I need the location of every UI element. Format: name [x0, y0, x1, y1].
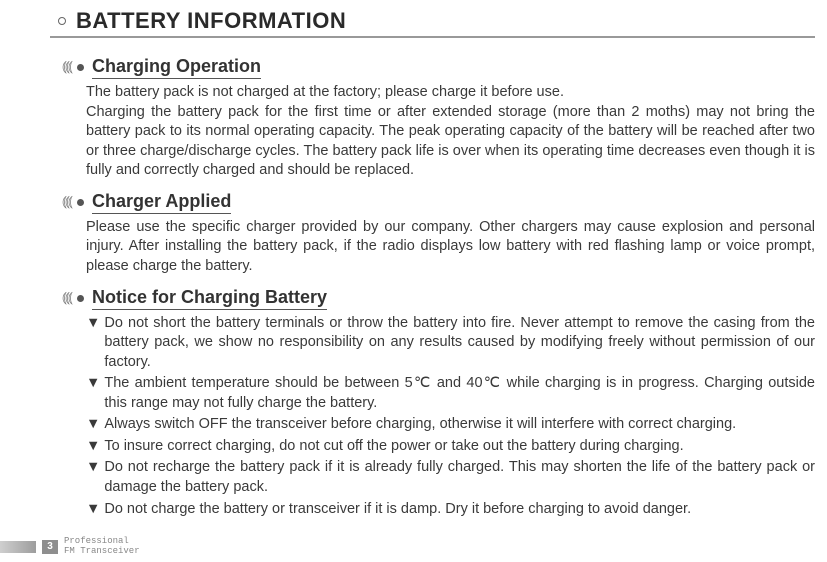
- list-item-text: Always switch OFF the transceiver before…: [104, 415, 815, 435]
- section-title: Charging Operation: [92, 56, 261, 79]
- triangle-down-icon: ▼: [86, 314, 100, 373]
- list-item-text: Do not charge the battery or transceiver…: [104, 500, 815, 520]
- section-paragraph-charging-operation: The battery pack is not charged at the f…: [86, 83, 815, 181]
- footer-tag: Professional FM Transceiver: [64, 537, 140, 556]
- notice-list: ▼ Do not short the battery terminals or …: [86, 314, 815, 520]
- section-title: Charger Applied: [92, 191, 231, 214]
- triangle-down-icon: ▼: [86, 458, 100, 497]
- list-item-text: Do not recharge the battery pack if it i…: [104, 458, 815, 497]
- section-heading-charging-operation: ⦅⦅⦅ Charging Operation: [62, 56, 815, 79]
- triangle-down-icon: ▼: [86, 415, 100, 435]
- content-area: ⦅⦅⦅ Charging Operation The battery pack …: [0, 38, 827, 519]
- page-footer: 3 Professional FM Transceiver: [0, 537, 140, 556]
- triangle-down-icon: ▼: [86, 374, 100, 413]
- page-number: 3: [42, 540, 58, 554]
- list-item: ▼ The ambient temperature should be betw…: [86, 374, 815, 413]
- list-item-text: Do not short the battery terminals or th…: [104, 314, 815, 373]
- list-item: ▼ Do not recharge the battery pack if it…: [86, 458, 815, 497]
- triangle-down-icon: ▼: [86, 500, 100, 520]
- page-title: BATTERY INFORMATION: [76, 8, 346, 34]
- section-heading-notice: ⦅⦅⦅ Notice for Charging Battery: [62, 287, 815, 310]
- list-item-text: To insure correct charging, do not cut o…: [104, 437, 815, 457]
- list-item: ▼ Always switch OFF the transceiver befo…: [86, 415, 815, 435]
- bullet-circle-icon: [58, 17, 66, 25]
- list-item: ▼ To insure correct charging, do not cut…: [86, 437, 815, 457]
- footer-gradient-bar: [0, 541, 36, 553]
- dot-icon: [77, 64, 84, 71]
- triangle-down-icon: ▼: [86, 437, 100, 457]
- wave-icon: ⦅⦅⦅: [62, 58, 71, 75]
- section-heading-charger-applied: ⦅⦅⦅ Charger Applied: [62, 191, 815, 214]
- footer-line2: FM Transceiver: [64, 547, 140, 556]
- list-item-text: The ambient temperature should be betwee…: [104, 374, 815, 413]
- main-header: BATTERY INFORMATION: [50, 6, 815, 38]
- wave-icon: ⦅⦅⦅: [62, 289, 71, 306]
- wave-icon: ⦅⦅⦅: [62, 193, 71, 210]
- list-item: ▼ Do not charge the battery or transceiv…: [86, 500, 815, 520]
- dot-icon: [77, 199, 84, 206]
- section-paragraph-charger-applied: Please use the specific charger provided…: [86, 218, 815, 277]
- dot-icon: [77, 295, 84, 302]
- page: BATTERY INFORMATION ⦅⦅⦅ Charging Operati…: [0, 6, 827, 562]
- section-title: Notice for Charging Battery: [92, 287, 327, 310]
- list-item: ▼ Do not short the battery terminals or …: [86, 314, 815, 373]
